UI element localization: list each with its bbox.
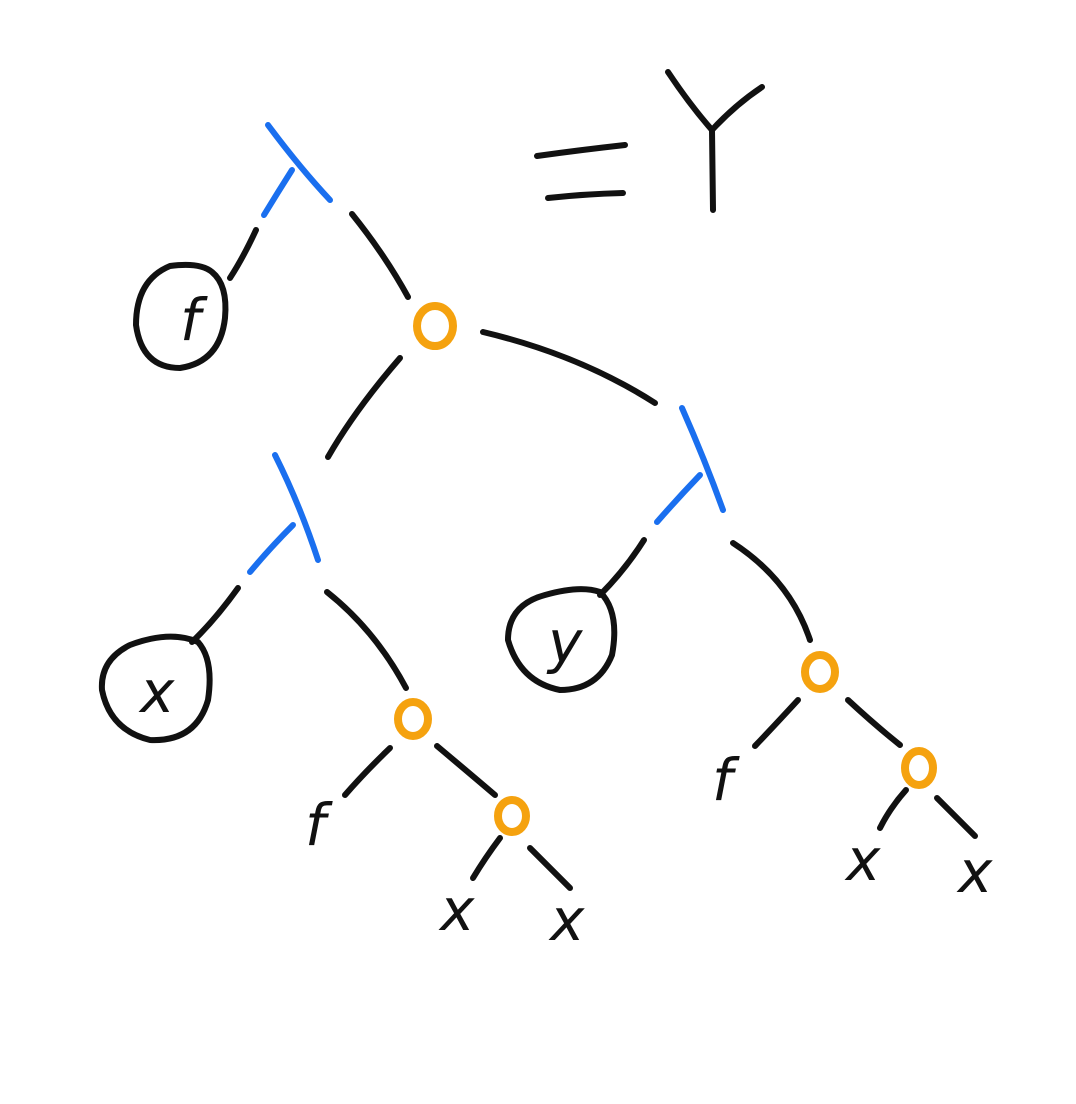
bound-variable-circles xyxy=(98,261,618,744)
lambda-node-y xyxy=(654,405,726,525)
edge-app-right-to-f xyxy=(752,697,801,749)
tree-edges xyxy=(189,211,978,891)
leaf-f-right: f xyxy=(712,746,740,814)
application-nodes xyxy=(394,302,937,836)
leaf-x-right-2: x xyxy=(956,838,993,906)
edge-inner-right-to-x2 xyxy=(934,795,978,839)
lambda-node-top xyxy=(261,122,333,218)
edge-lambda-y-to-bound-y xyxy=(597,537,647,598)
bound-x-circle xyxy=(98,633,213,744)
bound-f-circle xyxy=(133,261,229,371)
edge-inner-left-to-x2 xyxy=(527,845,573,891)
edge-app-root-to-lambda-y xyxy=(480,329,658,406)
y-combinator-symbol xyxy=(665,69,765,213)
equals-sign xyxy=(534,142,628,201)
bound-y-label: y xyxy=(546,608,583,676)
edge-lambda-y-to-app-right xyxy=(730,540,813,643)
leaf-x-right-1: x xyxy=(844,826,881,894)
bound-x-label: x xyxy=(138,658,175,726)
edge-app-left-to-f xyxy=(342,745,393,798)
app-node-right-inner xyxy=(901,747,937,789)
edge-lambda-top-to-app-root xyxy=(349,211,411,300)
leaf-x-left-2: x xyxy=(548,886,585,954)
app-node-left-inner xyxy=(494,796,530,836)
bound-f-label: f xyxy=(180,286,208,354)
app-node-left xyxy=(394,698,432,740)
edge-app-root-to-lambda-x xyxy=(325,355,403,460)
app-node-right xyxy=(801,651,839,693)
edge-lambda-x-to-app-left xyxy=(324,589,409,691)
edge-inner-right-to-x1 xyxy=(877,787,909,831)
leaf-f-left: f xyxy=(305,791,333,859)
lambda-node-x xyxy=(247,452,321,575)
bound-y-circle xyxy=(505,586,618,693)
app-node-root xyxy=(413,302,457,350)
edge-app-right-to-inner xyxy=(845,697,903,748)
edge-app-left-to-inner xyxy=(434,743,498,798)
edge-lambda-top-to-bound-f xyxy=(227,227,259,281)
leaf-x-left-1: x xyxy=(438,876,475,944)
edge-lambda-x-to-bound-x xyxy=(189,585,241,645)
edge-inner-left-to-x1 xyxy=(470,835,503,881)
